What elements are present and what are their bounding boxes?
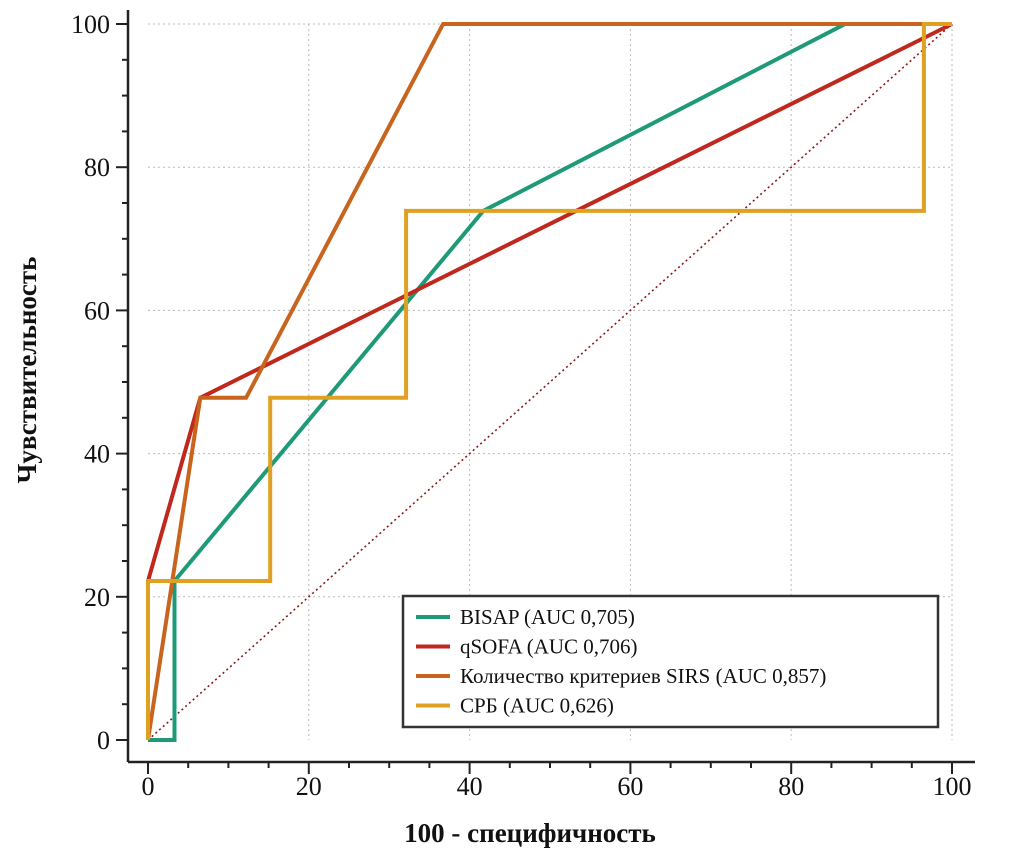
series-lines [146,22,953,742]
x-tick-label: 0 [142,772,155,801]
y-axis-title: Чувствительность [12,257,42,484]
x-tick-label: 60 [617,772,643,801]
series-line-3 [146,22,952,741]
y-tick-label: 0 [97,726,110,755]
x-tick-label: 40 [457,772,483,801]
series-line-4 [146,22,952,740]
legend-label: BISAP (AUC 0,705) [460,605,635,629]
x-axis-title: 100 - специфичность [404,818,656,848]
y-tick-label: 80 [84,153,110,182]
y-tick-label: 100 [71,10,110,39]
tick-labels: 0 20 40 60 80 100 0 20 40 60 80 100 [71,10,972,801]
legend: BISAP (AUC 0,705) qSOFA (AUC 0,706) Количе… [401,594,940,729]
axes [116,10,975,774]
y-tick-label: 60 [84,296,110,325]
legend-label: СРБ (AUC 0,626) [460,694,614,718]
x-tick-label: 100 [933,772,972,801]
x-tick-label: 20 [296,772,322,801]
y-tick-label: 20 [84,583,110,612]
y-tick-label: 40 [84,440,110,469]
legend-label: qSOFA (AUC 0,706) [460,635,638,659]
x-tick-label: 80 [778,772,804,801]
legend-label: Количество критериев SIRS (AUC 0,857) [460,664,826,688]
legend-box [401,594,940,729]
